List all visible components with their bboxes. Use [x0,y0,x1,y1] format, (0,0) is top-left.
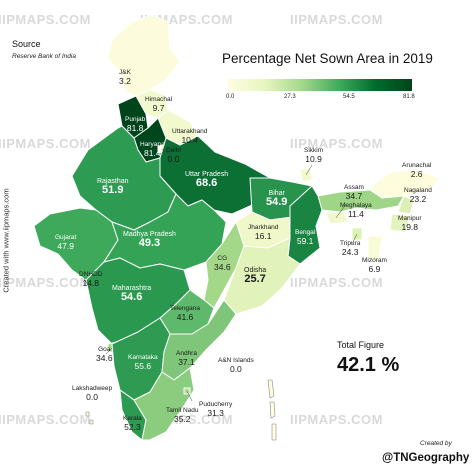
region-label: Manipur 19.8 [398,215,422,232]
region-label: Uttarakhand 10.4 [172,128,208,145]
color-scale-legend [228,79,412,91]
region-label: Telengana 41.6 [170,305,200,322]
source-heading: Source [12,39,41,49]
region-label: J&K 3.2 [119,69,131,86]
region-label: Punjab 81.8 [125,116,146,133]
leader-line [305,164,313,176]
region-jk [107,14,181,97]
region-label: Madhya Pradesh 49.3 [123,231,176,250]
color-scale-bar [228,79,412,91]
region-meghalaya [325,211,349,225]
map-title: Percentage Net Sown Area in 2019 [222,51,433,66]
total-value: 42.1 % [337,354,400,376]
watermark-text: IIPMAPS.COM [290,12,383,27]
legend-tick: 0.0 [226,94,235,100]
region-label: Odisha 25.7 [244,267,267,286]
region-label: Rajasthan 51.9 [97,178,129,197]
region-manipur [389,213,411,233]
leader-line [351,233,358,245]
region-label: Andhra 37.1 [176,350,197,367]
region-label: Arunachal 2.6 [402,162,432,179]
region-label: Mizoram 6.9 [362,257,387,274]
author-handle: @TNGeography [382,452,470,464]
region-label: Assam 34.7 [344,184,364,201]
region-label: Nagaland 23.2 [404,187,432,204]
region-label: DNHDD 14.8 [79,271,103,288]
region-cg [203,221,245,309]
region-lakshadweep [85,411,94,425]
region-label: Himachal 9.7 [145,96,173,113]
region-nagaland [397,195,415,215]
region-label: Haryana 81.4 [140,141,165,158]
region-label: Tripura 24.3 [340,240,361,257]
region-label: Meghalaya 11.4 [340,202,372,219]
region-label: Bihar 54.9 [266,190,288,209]
region-label: Jharkhand 16.1 [248,224,279,241]
region-label: Delhi 0.0 [166,147,181,164]
watermark-text: IIPMAPS.COM [290,136,383,151]
watermark-text: IIPMAPS.COM [0,275,91,290]
region-mizoram [367,235,383,263]
region-label: Gujarat 47.9 [55,234,77,251]
leader-line [83,277,91,290]
region-label: Uttar Pradesh 68.6 [185,171,229,190]
total-label: Total Figure [337,340,385,350]
leader-line [161,148,173,156]
leader-line [335,203,347,219]
region-label: Lakshadweep 0.0 [72,385,113,402]
region-label: Goa 34.6 [96,346,113,363]
region-label: Puducherry 31.3 [199,401,233,418]
watermark-text: IIPMAPS.COM [0,136,91,151]
side-credit: Created with www.iipmaps.com [1,188,11,293]
region-tamil-nadu [133,367,195,441]
region-label: Karnataka 55.6 [128,354,158,371]
source-text: Reserve Bank of India [12,53,76,60]
region-label: Sikkim 10.9 [304,147,324,164]
region-an-islands [267,379,277,441]
region-label: Maharashtra 54.6 [112,285,152,304]
legend-tick: 27.3 [284,94,296,100]
watermark-text: IIPMAPS.COM [290,275,383,290]
region-andhra [161,299,237,381]
region-label: CG 34.6 [214,255,231,272]
watermark-text: IIPMAPS.COM [0,412,91,427]
watermark-text: IIPMAPS.COM [0,12,91,27]
region-label: Bengal 59.1 [295,229,316,246]
region-label: Kerala 52.3 [123,415,142,432]
created-by-label: Created by [420,440,452,447]
region-assam [317,189,405,213]
legend-tick: 54.5 [343,94,355,100]
leader-line [186,390,193,402]
region-label: A&N Islands 0.0 [218,357,254,374]
region-label: Tamil Nadu 35.2 [166,407,199,424]
leader-line [105,347,113,355]
watermark-text: IIPMAPS.COM [290,412,383,427]
legend-tick: 81.8 [403,94,415,100]
